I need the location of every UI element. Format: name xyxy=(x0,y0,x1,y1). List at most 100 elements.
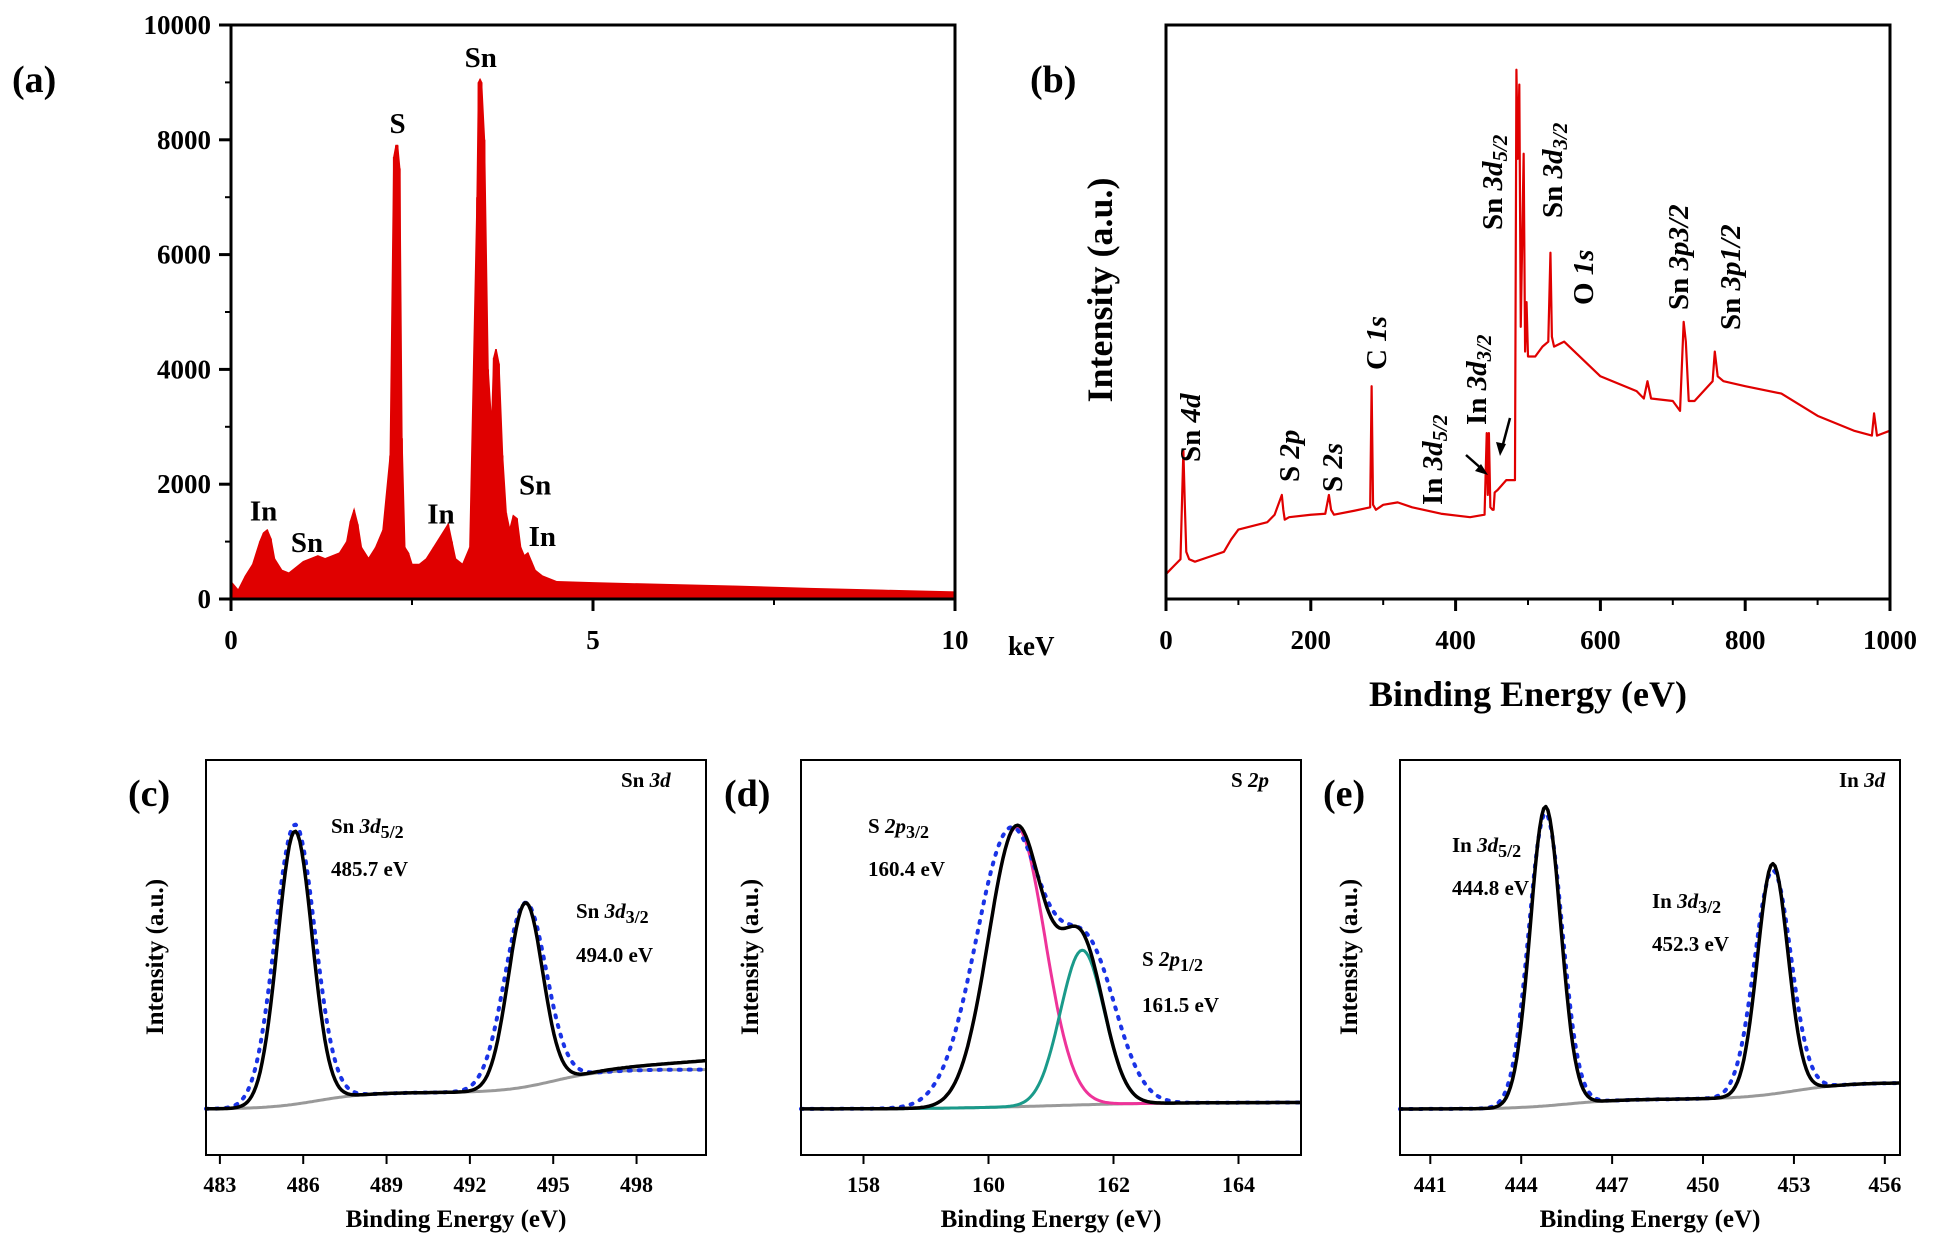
panel-c-x-ticks: 483 486 489 492 495 498 xyxy=(203,1155,653,1197)
x-tick-label: 498 xyxy=(620,1172,653,1197)
panel-a-frame xyxy=(229,23,957,601)
panel-c-sn-3d: 483 486 489 492 495 498 Binding Energy (eV) I… xyxy=(142,759,708,1233)
label-sn-3d52: Sn 3d5/2 xyxy=(1477,134,1512,230)
series-raw-line xyxy=(1398,811,1902,1111)
label-s-2p12-value: 161.5 eV xyxy=(1142,993,1219,1017)
x-tick-label: 400 xyxy=(1435,625,1476,655)
x-tick-label: 5 xyxy=(586,625,600,655)
x-tick-label: 10 xyxy=(942,625,969,655)
x-tick-label: 162 xyxy=(1097,1172,1130,1197)
x-tick-label: 158 xyxy=(847,1172,880,1197)
label-in-3d32-name: In 3d3/2 xyxy=(1652,889,1721,917)
panel-label-d: (d) xyxy=(724,773,770,815)
x-tick-label: 453 xyxy=(1777,1172,1810,1197)
panel-a-y-ticks: 0 2000 4000 6000 8000 10000 xyxy=(144,10,231,614)
x-tick-label: 444 xyxy=(1505,1172,1538,1197)
x-tick-label: 447 xyxy=(1596,1172,1629,1197)
xps-survey-line xyxy=(1165,68,1891,575)
panel-a-eds-spectrum: 0 2000 4000 6000 8000 10000 0 5 10 keV In Sn S Sn I… xyxy=(144,10,1056,661)
panel-d-s-2p: 158 160 162 164 Binding Energy (eV) Intensi… xyxy=(737,759,1303,1233)
x-tick-label: 456 xyxy=(1868,1172,1901,1197)
label-in-3d52: In 3d5/2 xyxy=(1417,414,1452,505)
panel-c-frame xyxy=(205,759,707,1156)
y-tick-label: 6000 xyxy=(157,240,211,270)
label-o-1s: O 1s xyxy=(1568,249,1600,305)
panel-b-xps-survey: 0 200 400 600 800 1000 Binding Energy (eV) In… xyxy=(1080,23,1917,714)
panel-a-x-unit: keV xyxy=(1008,631,1055,661)
panel-a-x-ticks: 0 5 10 xyxy=(224,599,969,655)
panel-e-title: In 3d xyxy=(1839,768,1886,792)
x-tick-label: 441 xyxy=(1414,1172,1447,1197)
label-sn-3d32-value: 494.0 eV xyxy=(576,943,653,967)
x-tick-label: 600 xyxy=(1580,625,1621,655)
series-background-line xyxy=(206,1068,706,1111)
panel-label-a: (a) xyxy=(12,59,56,101)
eds-peak-label: In xyxy=(427,498,454,530)
label-s-2p32-value: 160.4 eV xyxy=(868,857,945,881)
label-sn-3d32-name: Sn 3d3/2 xyxy=(576,899,649,927)
x-tick-label: 483 xyxy=(203,1172,236,1197)
panel-e-x-label: Binding Energy (eV) xyxy=(1540,1206,1761,1233)
label-c-1s: C 1s xyxy=(1361,316,1393,370)
y-tick-label: 0 xyxy=(198,584,212,614)
arrowhead-in-3d32 xyxy=(1496,442,1506,456)
x-tick-label: 486 xyxy=(287,1172,320,1197)
panel-b-x-label: Binding Energy (eV) xyxy=(1369,674,1687,714)
label-sn-3p32: Sn 3p3/2 xyxy=(1663,204,1695,310)
y-tick-label: 2000 xyxy=(157,469,211,499)
panel-e-in-3d: 441 444 447 450 453 456 Binding Energy (eV) I… xyxy=(1336,759,1902,1233)
y-tick-label: 8000 xyxy=(157,125,211,155)
series-fit-line xyxy=(801,823,1301,1111)
x-tick-label: 450 xyxy=(1687,1172,1720,1197)
label-sn-4d: Sn 4d xyxy=(1175,393,1207,462)
panel-label-b: (b) xyxy=(1030,59,1076,101)
label-s-2s: S 2s xyxy=(1317,443,1349,492)
panel-a-peak-labels: In Sn S Sn In Sn In xyxy=(250,42,556,559)
series-fit-line xyxy=(206,829,707,1111)
panel-d-x-ticks: 158 160 162 164 xyxy=(847,1155,1255,1197)
x-tick-label: 1000 xyxy=(1863,625,1917,655)
panel-c-x-label: Binding Energy (eV) xyxy=(346,1206,567,1233)
eds-peak-label: In xyxy=(529,521,556,553)
panel-d-frame xyxy=(800,759,1302,1156)
y-tick-label: 4000 xyxy=(157,354,211,384)
x-tick-label: 200 xyxy=(1291,625,1332,655)
panel-label-e: (e) xyxy=(1323,773,1365,815)
eds-peak-label: S xyxy=(389,108,405,140)
panel-c-y-label: Intensity (a.u.) xyxy=(142,879,169,1035)
series-fit-line xyxy=(1400,804,1900,1111)
x-tick-label: 800 xyxy=(1725,625,1766,655)
label-in-3d32-value: 452.3 eV xyxy=(1652,932,1729,956)
label-sn-3d52-name: Sn 3d5/2 xyxy=(331,814,404,842)
label-sn-3d32: Sn 3d3/2 xyxy=(1537,122,1572,218)
eds-peak-label: Sn xyxy=(291,527,323,559)
label-in-3d52-value: 444.8 eV xyxy=(1452,876,1529,900)
eds-spectrum-fill xyxy=(230,77,956,600)
x-tick-label: 0 xyxy=(1159,625,1173,655)
x-tick-label: 489 xyxy=(370,1172,403,1197)
x-tick-label: 492 xyxy=(453,1172,486,1197)
label-in-3d32: In 3d3/2 xyxy=(1461,334,1496,425)
x-tick-label: 0 xyxy=(224,625,238,655)
label-s-2p12-name: S 2p1/2 xyxy=(1142,947,1203,975)
arrowhead-in-3d52 xyxy=(1475,464,1488,475)
label-s-2p32-name: S 2p3/2 xyxy=(868,814,929,842)
panel-c-data xyxy=(204,822,708,1111)
panel-b-data xyxy=(1165,68,1891,575)
panel-b-y-label: Intensity (a.u.) xyxy=(1080,177,1120,402)
panel-e-x-ticks: 441 444 447 450 453 456 xyxy=(1414,1155,1901,1197)
panel-d-data xyxy=(799,823,1303,1111)
x-tick-label: 160 xyxy=(972,1172,1005,1197)
y-tick-label: 10000 xyxy=(144,10,212,40)
panel-e-data xyxy=(1398,804,1902,1111)
eds-peak-label: Sn xyxy=(519,470,551,502)
eds-peak-label: Sn xyxy=(465,42,497,74)
label-s-2p: S 2p xyxy=(1274,430,1306,482)
x-tick-label: 495 xyxy=(537,1172,570,1197)
panel-b-peak-labels: Sn 4d S 2p S 2s C 1s In 3d5/2 In 3d3/2 S… xyxy=(1175,122,1747,505)
label-in-3d52-name: In 3d5/2 xyxy=(1452,833,1521,861)
x-tick-label: 164 xyxy=(1222,1172,1255,1197)
panel-e-y-label: Intensity (a.u.) xyxy=(1336,879,1363,1035)
panel-d-title: S 2p xyxy=(1231,768,1269,792)
